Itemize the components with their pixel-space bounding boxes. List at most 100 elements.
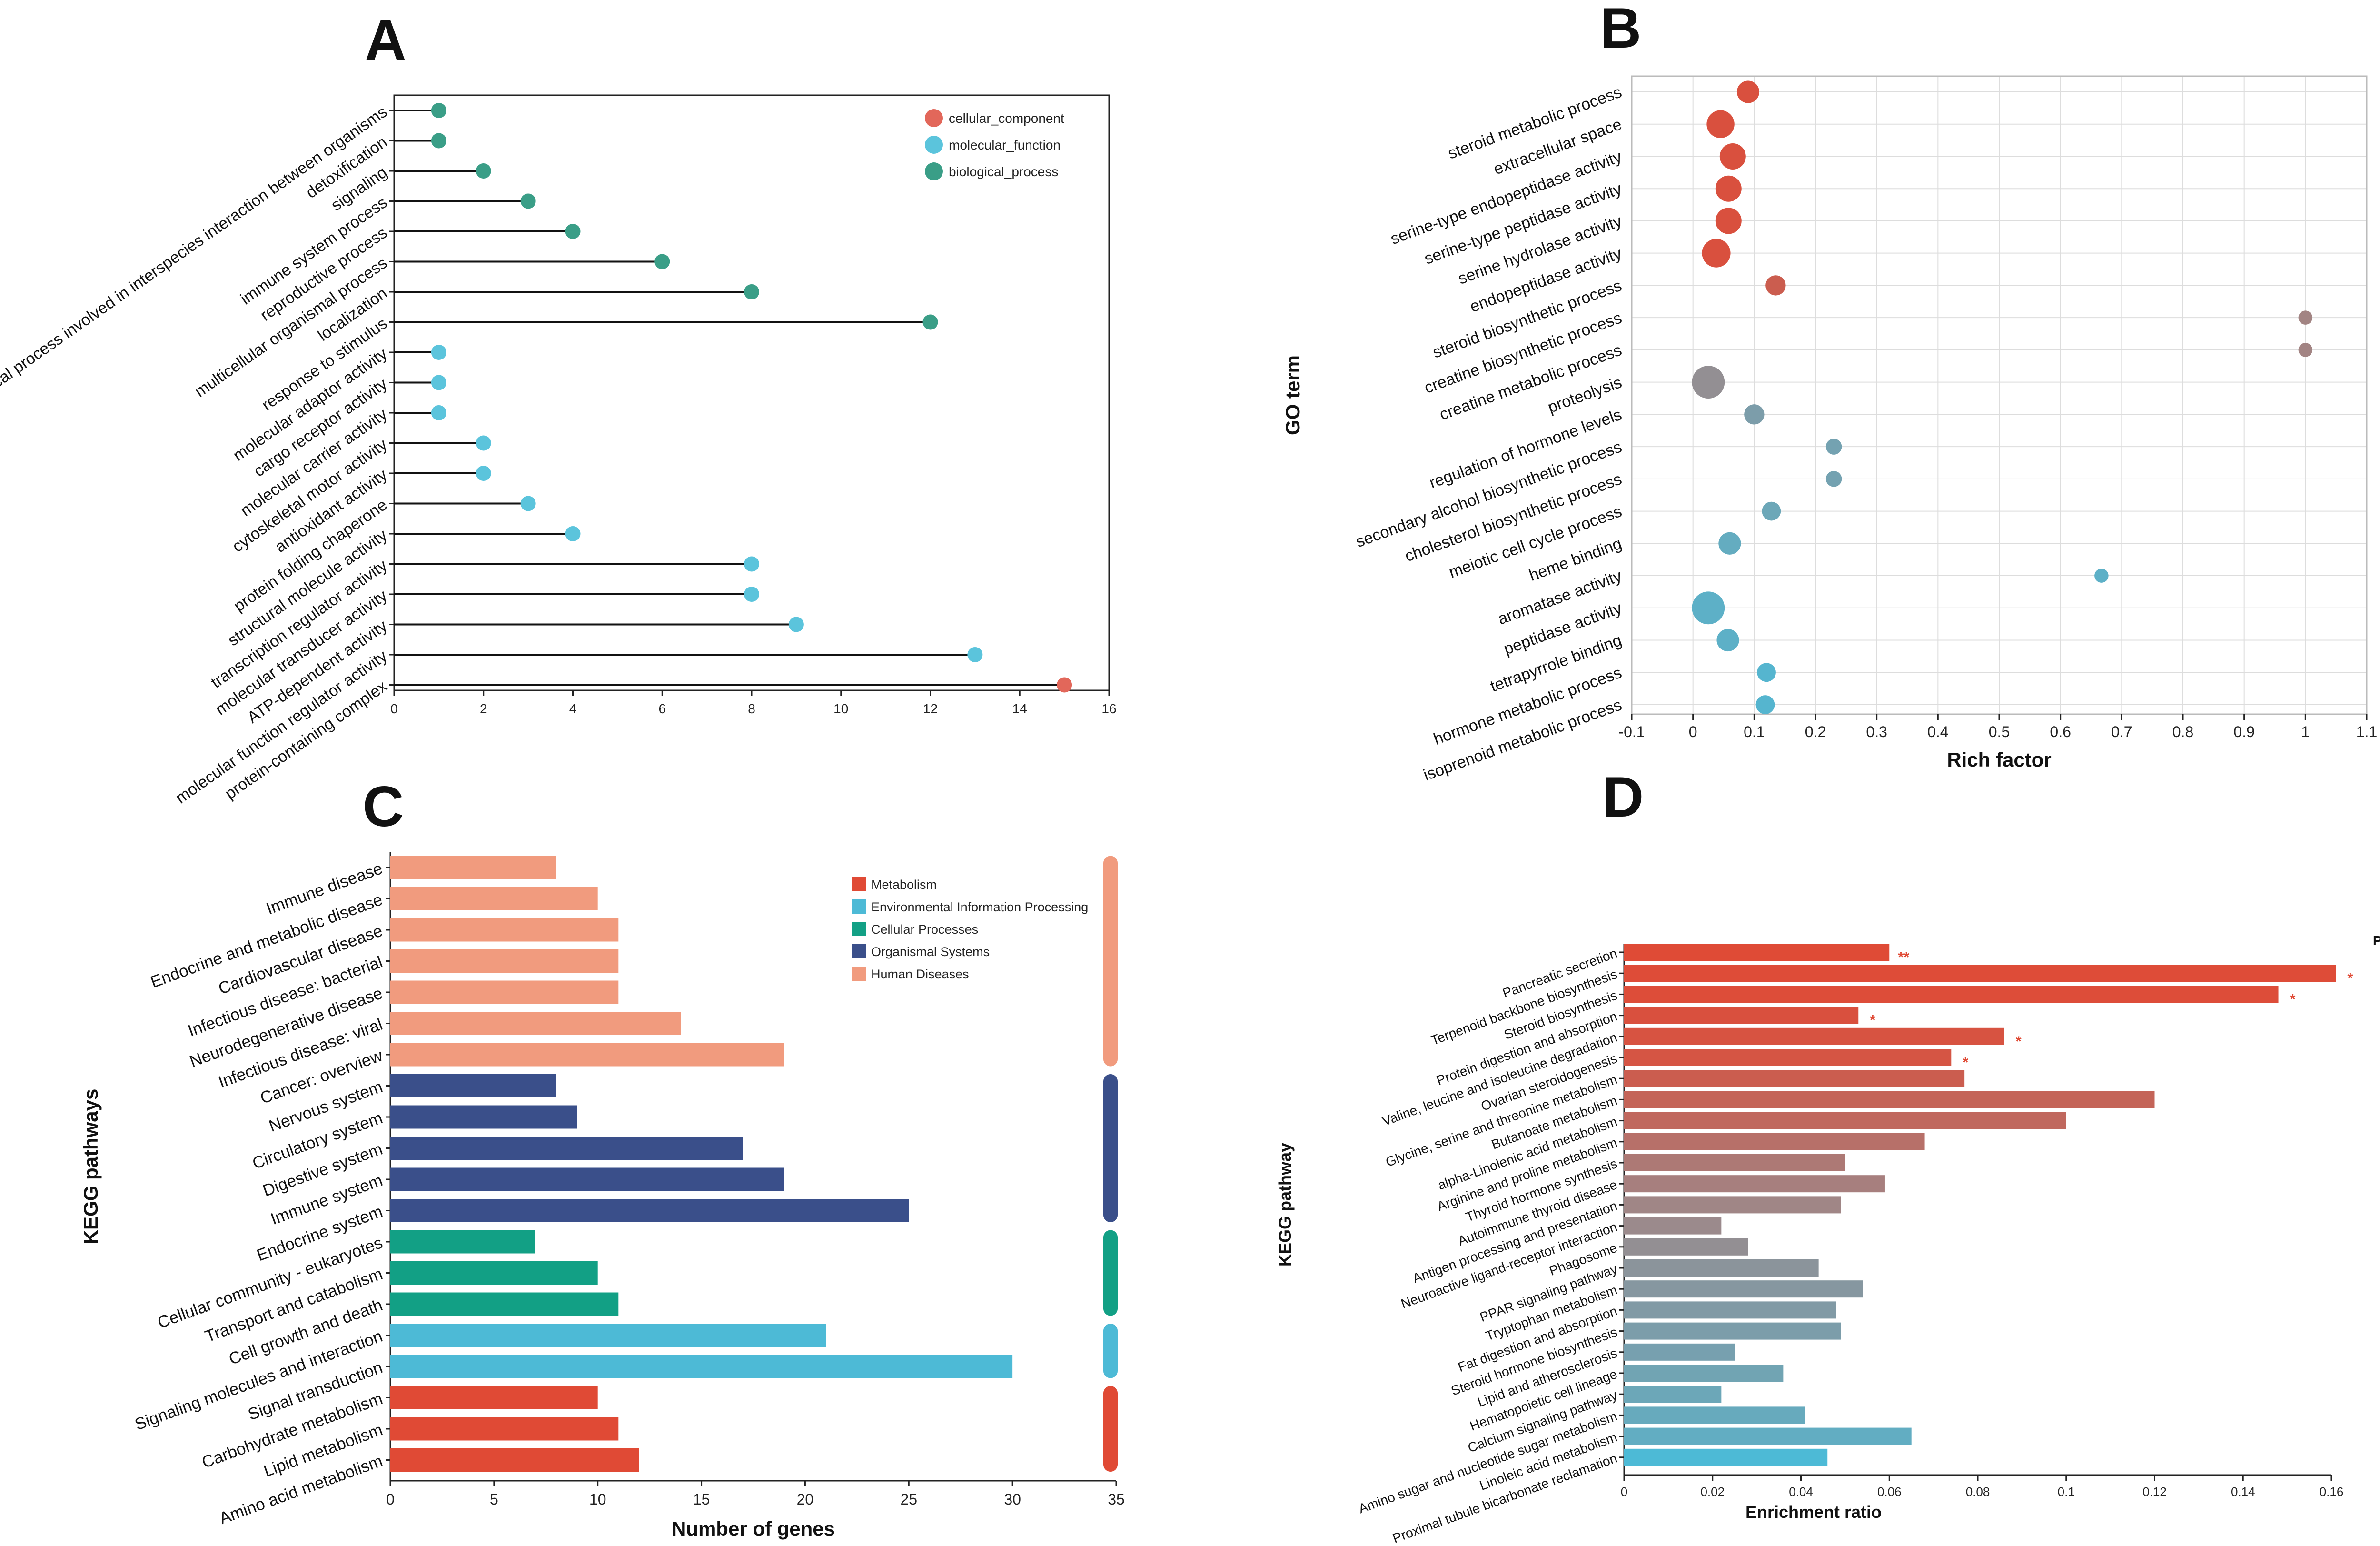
a-point (788, 617, 804, 632)
d-bar (1624, 1427, 1912, 1445)
b-x-tick-label: 0.5 (1989, 723, 2010, 740)
c-x-tick-label: 0 (386, 1491, 395, 1508)
c-x-axis-title: Number of genes (672, 1517, 835, 1540)
d-x-tick-label: 0.1 (2058, 1485, 2075, 1499)
d-x-tick-label: 0.06 (1877, 1485, 1902, 1499)
a-x-tick-label: 14 (1012, 701, 1027, 716)
c-x-tick-label: 35 (1108, 1491, 1125, 1508)
b-point (1716, 628, 1739, 652)
b-point (1762, 501, 1781, 521)
d-bar (1624, 1007, 1859, 1024)
d-x-tick-label: 0 (1621, 1485, 1627, 1499)
d-bar (1624, 1049, 1952, 1066)
b-x-tick-label: 0.6 (2050, 723, 2071, 740)
c-legend-swatch (852, 877, 866, 891)
d-significance-mark: * (2290, 991, 2296, 1007)
a-legend-label: biological_process (949, 164, 1058, 179)
b-point (1692, 591, 1725, 625)
d-bar (1624, 1091, 2155, 1108)
a-point (520, 496, 536, 511)
d-x-tick-label: 0.02 (1700, 1485, 1725, 1499)
a-point (476, 163, 491, 179)
a-point (431, 133, 446, 149)
c-bar (390, 1386, 598, 1409)
b-point (1736, 80, 1760, 103)
c-legend-label: Metabolism (871, 878, 937, 892)
c-legend-swatch (852, 967, 866, 981)
b-point (1825, 471, 1842, 487)
a-x-tick-label: 8 (748, 701, 755, 716)
panel-label-b: B (1600, 0, 1642, 60)
a-legend-marker (925, 162, 943, 180)
d-y-axis-title: KEGG pathway (1275, 1143, 1295, 1267)
a-x-tick-label: 0 (390, 701, 398, 716)
d-x-tick-label: 0.12 (2142, 1485, 2167, 1499)
c-x-tick-label: 15 (693, 1491, 710, 1508)
d-x-tick-label: 0.16 (2320, 1485, 2344, 1499)
a-point (565, 526, 581, 541)
d-category-label: Proximal tubule bicarbonate reclamation (1390, 1451, 1619, 1546)
d-bar (1624, 1343, 1735, 1361)
a-x-tick-label: 2 (480, 701, 487, 716)
b-x-tick-label: 0.1 (1744, 723, 1765, 740)
c-bar (390, 1324, 826, 1347)
c-legend-label: Cellular Processes (871, 922, 978, 937)
c-bar (390, 1199, 909, 1222)
b-point (1718, 532, 1741, 555)
d-bar (1624, 1133, 1925, 1150)
c-x-tick-label: 5 (490, 1491, 498, 1508)
a-x-tick-label: 16 (1101, 701, 1116, 716)
b-point (1757, 663, 1776, 682)
b-point (1765, 275, 1786, 296)
b-x-tick-label: 0 (1689, 723, 1697, 740)
c-bar (390, 1261, 598, 1285)
c-bar (390, 1448, 639, 1472)
c-legend-label: Organismal Systems (871, 945, 990, 959)
b-point (1825, 439, 1842, 455)
c-legend-label: Environmental Information Processing (871, 900, 1088, 914)
a-point (431, 375, 446, 390)
d-bar (1624, 1027, 2004, 1045)
c-x-tick-label: 25 (900, 1491, 917, 1508)
d-bar (1624, 1217, 1722, 1235)
b-y-axis-title: GO term (1281, 355, 1304, 435)
a-x-tick-label: 12 (923, 701, 938, 716)
a-legend-marker (925, 136, 943, 154)
d-bar (1624, 1406, 1805, 1424)
b-x-tick-label: 0.9 (2233, 723, 2254, 740)
d-bar (1624, 1238, 1748, 1256)
d-significance-mark: * (2347, 970, 2353, 986)
b-point (1692, 366, 1725, 399)
b-point (2298, 310, 2313, 325)
d-x-tick-label: 0.04 (1789, 1485, 1813, 1499)
panel-label-a: A (365, 8, 407, 72)
d-bar (1624, 1196, 1841, 1214)
a-point (476, 466, 491, 481)
d-bar (1624, 1365, 1784, 1382)
d-significance-mark: * (1870, 1013, 1875, 1028)
c-legend-swatch (852, 922, 866, 936)
panel-b: -0.1 0 0.1 0.2 0.3 0.4 0.5 0.6 0.7 0.8 0.9 1 1.1ster… (1281, 75, 2377, 785)
d-bar (1624, 1280, 1863, 1298)
d-significance-mark: * (2016, 1034, 2022, 1049)
a-point (744, 284, 759, 299)
b-x-tick-label: 0.7 (2111, 723, 2132, 740)
d-significance-mark: * (1963, 1055, 1968, 1070)
b-point (1706, 110, 1735, 138)
d-bar (1624, 1322, 1841, 1340)
c-bar (390, 1074, 556, 1097)
b-point (2094, 569, 2109, 583)
b-point (2298, 343, 2313, 357)
c-bar (390, 1292, 619, 1316)
d-bar (1624, 944, 1890, 961)
b-x-tick-label: 0.3 (1866, 723, 1887, 740)
d-x-tick-label: 0.08 (1966, 1485, 1990, 1499)
c-x-tick-label: 20 (797, 1491, 814, 1508)
c-group-bar (1103, 1074, 1118, 1222)
b-x-tick-label: 0.4 (1927, 723, 1948, 740)
a-x-tick-label: 10 (833, 701, 848, 716)
c-bar (390, 918, 619, 942)
